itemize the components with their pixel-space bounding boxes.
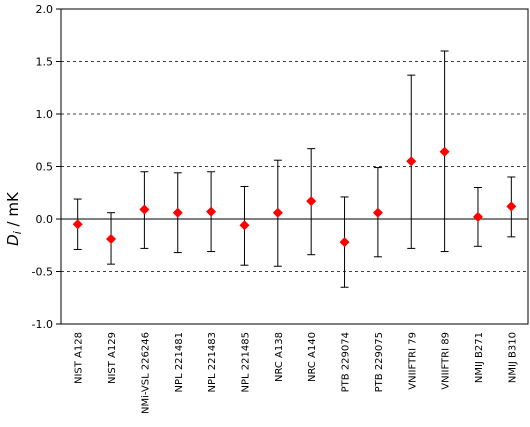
x-tick-label: NPL 221485	[240, 332, 251, 392]
data-point	[306, 196, 317, 207]
x-tick-label: NPL 221481	[174, 332, 185, 392]
data-point	[239, 220, 250, 231]
x-tick-label: NMi-VSL 226246	[140, 332, 151, 414]
data-point	[372, 207, 383, 218]
y-tick-label: 0.5	[36, 161, 54, 174]
x-tick-label: NMIJ B271	[474, 332, 485, 383]
y-tick-label: 1.5	[36, 56, 54, 69]
y-axis-title: Di / mK	[4, 191, 24, 246]
x-tick-label: NMIJ B310	[507, 332, 518, 383]
data-point	[206, 206, 217, 217]
x-tick-label: NRC A140	[307, 332, 318, 382]
x-tick-label: NIST A128	[74, 332, 85, 384]
y-tick-label: 1.0	[36, 108, 54, 121]
y-tick-label: 2.0	[36, 3, 54, 16]
x-tick-label: NRC A138	[274, 332, 285, 382]
data-point	[506, 201, 517, 212]
data-point	[172, 207, 183, 218]
y-tick-label: -1.0	[32, 318, 53, 331]
data-point	[406, 156, 417, 167]
x-tick-label: PTB 229075	[374, 332, 385, 392]
x-tick-label: PTB 229074	[341, 332, 352, 392]
x-tick-label: NIST A129	[107, 332, 118, 384]
data-point	[106, 233, 117, 244]
y-tick-label: 0.0	[36, 213, 54, 226]
x-tick-label: VNIIFTRI 89	[441, 332, 452, 390]
y-tick-label: -0.5	[32, 266, 53, 279]
x-tick-label: VNIIFTRI 79	[407, 332, 418, 390]
x-tick-label: NPL 221483	[207, 332, 218, 392]
data-point	[139, 204, 150, 215]
data-point	[472, 211, 483, 222]
data-point	[439, 146, 450, 157]
data-point	[272, 207, 283, 218]
data-point	[339, 237, 350, 248]
data-point	[72, 219, 83, 230]
